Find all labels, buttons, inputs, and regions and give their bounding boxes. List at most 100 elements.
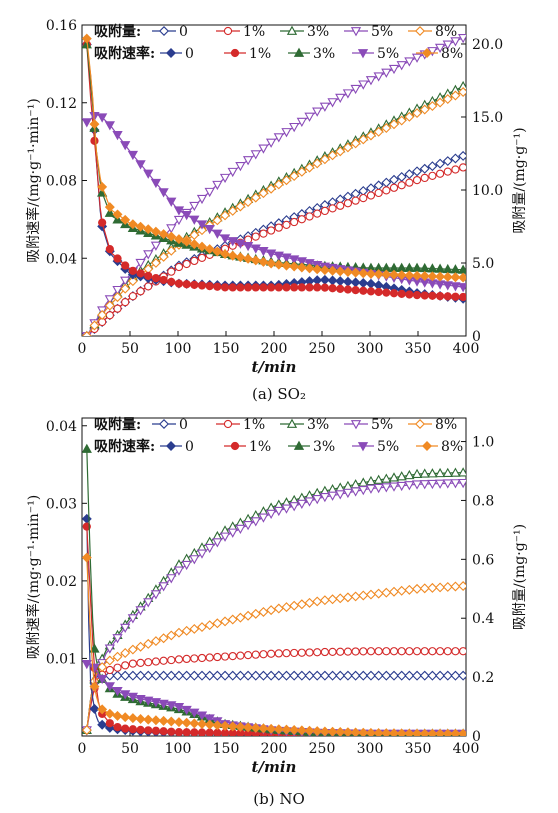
data-point xyxy=(313,648,322,657)
data-point xyxy=(304,597,315,608)
x-tick-label: 250 xyxy=(309,341,336,357)
data-point xyxy=(196,194,208,205)
series-line xyxy=(86,166,466,336)
data-point xyxy=(204,187,215,198)
data-point xyxy=(128,292,137,301)
y-left-axis-label: 吸附速率/(mg·g⁻¹·min⁻¹) xyxy=(25,495,42,660)
data-point xyxy=(312,107,323,117)
data-point xyxy=(104,121,115,131)
data-point xyxy=(435,169,445,178)
y-left-tick-label: 0.01 xyxy=(46,651,77,667)
data-point xyxy=(319,726,330,736)
data-point xyxy=(135,160,146,170)
y-right-tick-label: 0 xyxy=(472,329,481,345)
data-point xyxy=(411,53,423,63)
data-point xyxy=(442,581,453,592)
data-point xyxy=(342,276,353,287)
data-point xyxy=(419,163,430,174)
data-point xyxy=(105,244,114,254)
data-point xyxy=(151,726,161,735)
data-point xyxy=(82,552,92,563)
data-point xyxy=(242,521,254,531)
data-point xyxy=(212,229,223,239)
data-point xyxy=(182,280,191,289)
x-tick-label: 150 xyxy=(213,741,240,757)
data-point xyxy=(219,234,231,244)
data-point xyxy=(374,287,383,297)
caption-a: (a) SO₂ xyxy=(251,385,306,403)
data-point xyxy=(359,286,368,295)
data-point xyxy=(296,670,307,681)
data-point xyxy=(327,98,338,108)
data-point xyxy=(457,33,466,44)
legend-label: 1% xyxy=(243,24,265,40)
data-point xyxy=(136,269,145,278)
legend: 吸附量: 吸附速率: 0 0 1% 1% 3% 3% 5% 5% 8% 8% xyxy=(94,23,463,62)
data-point xyxy=(435,582,446,593)
data-point xyxy=(443,292,452,301)
x-tick-label: 0 xyxy=(78,341,87,357)
data-point xyxy=(243,651,253,660)
y-right-tick-label: 0.4 xyxy=(472,611,494,627)
data-point xyxy=(212,538,223,548)
data-point xyxy=(281,670,292,681)
data-point xyxy=(327,670,338,681)
data-point xyxy=(189,708,200,718)
data-point xyxy=(159,656,168,665)
legend-marker xyxy=(159,419,169,429)
data-point xyxy=(327,594,338,605)
data-point xyxy=(457,467,466,477)
data-point xyxy=(189,215,200,225)
plot-frame xyxy=(81,417,467,737)
data-point xyxy=(236,283,245,292)
data-point xyxy=(104,670,115,681)
data-point xyxy=(319,274,330,285)
data-point xyxy=(158,251,169,262)
data-point xyxy=(235,612,246,623)
data-point xyxy=(104,644,115,654)
data-point xyxy=(121,724,130,733)
data-point xyxy=(112,131,123,141)
data-point xyxy=(350,591,361,602)
data-point xyxy=(259,283,268,292)
data-point xyxy=(451,647,460,656)
data-point xyxy=(304,497,315,507)
legend-capacity-title: 吸附量: xyxy=(94,23,141,40)
x-tick-label: 0 xyxy=(78,741,87,757)
data-point xyxy=(342,142,353,153)
data-point xyxy=(273,603,284,614)
data-point xyxy=(388,64,400,75)
data-point xyxy=(365,76,377,86)
data-point xyxy=(359,647,368,656)
data-point xyxy=(251,283,260,292)
data-point xyxy=(150,226,161,237)
legend: 吸附量: 吸附速率: 0 0 1% 1% 3% 3% 5% 5% 8% 8% xyxy=(94,416,463,455)
data-point xyxy=(150,670,161,681)
data-point xyxy=(442,94,453,105)
data-point xyxy=(419,271,430,281)
data-point xyxy=(220,652,230,661)
data-point xyxy=(220,720,231,731)
data-point xyxy=(127,219,138,230)
data-point xyxy=(173,627,184,638)
data-point xyxy=(389,647,399,656)
data-point xyxy=(128,725,137,734)
data-point xyxy=(319,102,331,112)
data-point xyxy=(273,259,284,270)
data-point xyxy=(281,128,292,138)
data-point xyxy=(382,647,391,656)
data-point xyxy=(381,123,392,134)
x-tick-label: 350 xyxy=(405,341,432,357)
data-point xyxy=(443,167,452,176)
data-point xyxy=(227,250,238,261)
data-point xyxy=(250,192,261,203)
data-point xyxy=(365,475,377,486)
data-point xyxy=(242,242,254,252)
data-point xyxy=(358,277,369,288)
data-point xyxy=(435,728,446,736)
data-point xyxy=(204,543,215,554)
data-point xyxy=(313,209,322,218)
data-point xyxy=(113,304,122,313)
data-point xyxy=(258,670,269,681)
data-point xyxy=(173,234,184,245)
